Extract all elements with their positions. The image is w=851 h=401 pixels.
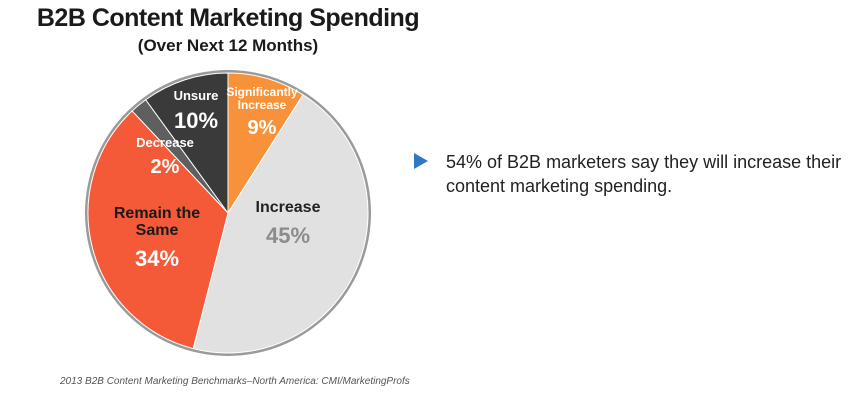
- slice-value-label: 45%: [266, 223, 310, 248]
- slice-name-label: Remain the: [114, 205, 200, 222]
- slice-value-label: 9%: [248, 117, 277, 139]
- chart-title: B2B Content Marketing Spending: [36, 4, 420, 32]
- slice-name-label: Significantly: [226, 85, 298, 99]
- slice-name-label: Increase: [238, 98, 287, 112]
- pie-slice: [227, 72, 304, 215]
- pie-chart: SignificantlyIncrease9%Increase45%Remain…: [85, 70, 371, 356]
- chart-subtitle: (Over Next 12 Months): [137, 36, 319, 55]
- slice-name-label: Increase: [256, 199, 321, 216]
- pie-slice: [192, 94, 369, 354]
- slice-value-label: 34%: [135, 246, 179, 271]
- pie-slice: [87, 110, 229, 350]
- slice-name-label: Decrease: [136, 135, 194, 150]
- pie-slice: [145, 72, 229, 215]
- source-note: 2013 B2B Content Marketing Benchmarks–No…: [60, 376, 410, 387]
- slice-value-label: 2%: [151, 156, 180, 178]
- slice-name-label: Same: [136, 222, 179, 239]
- slice-name-label: Unsure: [174, 88, 219, 103]
- slice-value-label: 10%: [174, 108, 218, 133]
- callout-text: 54% of B2B marketers say they will incre…: [446, 152, 842, 196]
- triangle-bullet-icon: [414, 153, 428, 169]
